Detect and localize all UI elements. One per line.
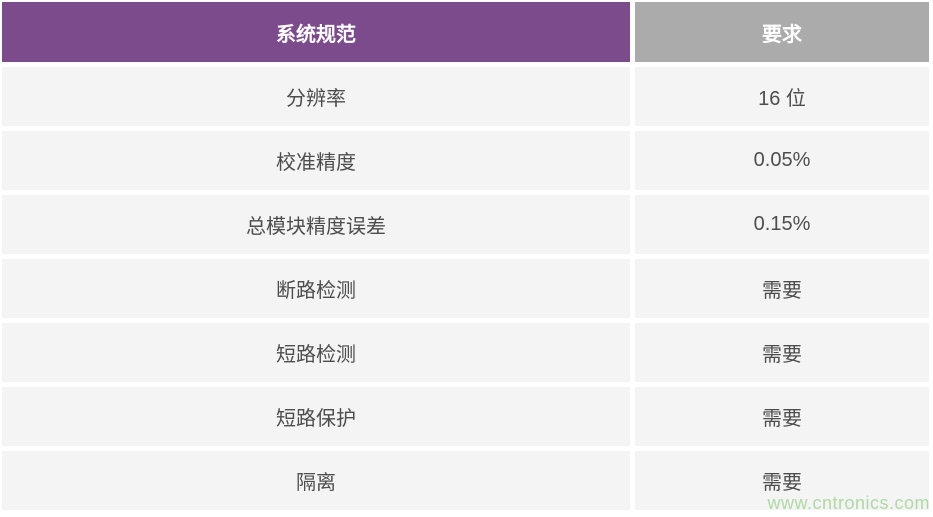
requirement-cell-calibration-accuracy: 0.05% — [635, 131, 929, 190]
column-header-system-spec: 系统规范 — [2, 2, 630, 62]
requirement-cell-isolation: 需要 — [635, 451, 929, 510]
spec-cell-short-circuit-protection: 短路保护 — [2, 387, 630, 446]
spec-cell-open-circuit-detection: 断路检测 — [2, 259, 630, 318]
watermark: www.cntronics.com — [767, 493, 930, 513]
spec-cell-resolution: 分辨率 — [2, 67, 630, 126]
requirement-cell-total-module-error: 0.15% — [635, 195, 929, 254]
requirement-cell-resolution: 16 位 — [635, 67, 929, 126]
spec-cell-total-module-error: 总模块精度误差 — [2, 195, 630, 254]
spec-cell-isolation: 隔离 — [2, 451, 630, 510]
requirement-cell-open-circuit-detection: 需要 — [635, 259, 929, 318]
spec-cell-calibration-accuracy: 校准精度 — [2, 131, 630, 190]
requirement-cell-short-circuit-detection: 需要 — [635, 323, 929, 382]
column-header-requirement: 要求 — [635, 2, 929, 62]
spec-cell-short-circuit-detection: 短路检测 — [2, 323, 630, 382]
requirement-cell-short-circuit-protection: 需要 — [635, 387, 929, 446]
